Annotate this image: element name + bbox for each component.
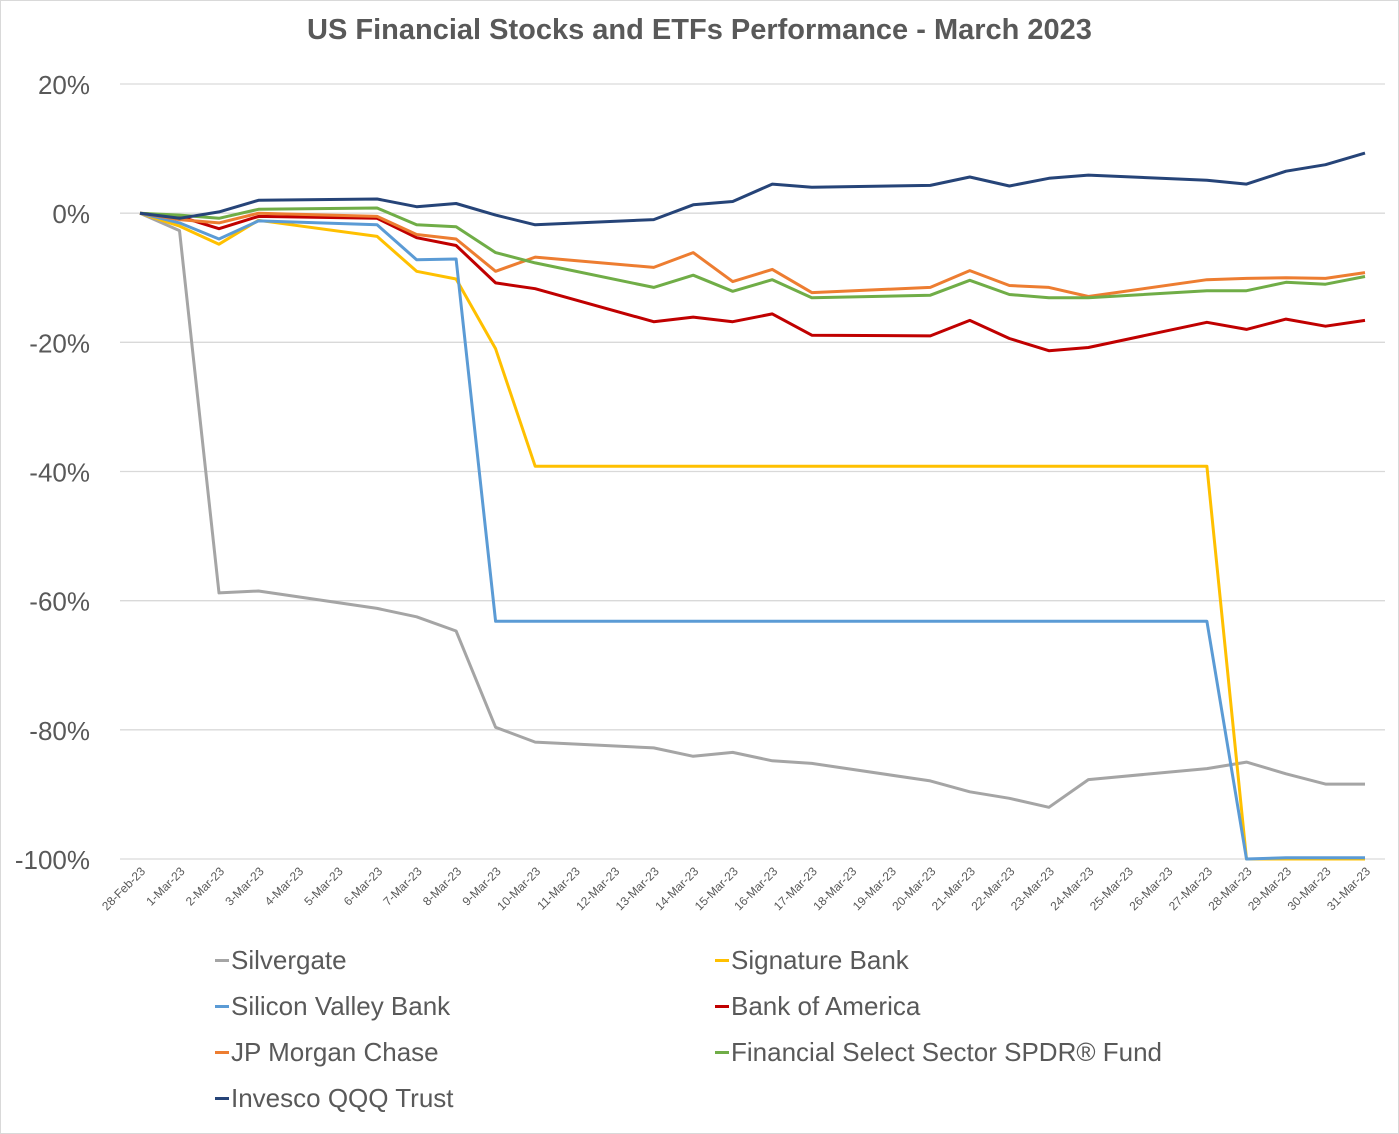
legend-label: Silvergate: [231, 945, 347, 975]
legend-label: Invesco QQQ Trust: [231, 1083, 454, 1113]
series-lines: [139, 151, 1366, 861]
legend-label: Silicon Valley Bank: [231, 991, 451, 1021]
legend-label: Bank of America: [731, 991, 921, 1021]
series-line-0: [139, 211, 1365, 809]
legend-swatch: [715, 959, 729, 962]
series-line-2: [139, 211, 1365, 861]
legend-item: JP Morgan Chase: [215, 1037, 439, 1068]
series-line-3: [139, 211, 1366, 353]
legend-swatch: [215, 1051, 229, 1054]
series-line-1: [139, 211, 1365, 861]
x-tick-label: 4-Mar-23: [262, 864, 307, 909]
x-tick-label: 1-Mar-23: [143, 864, 188, 909]
y-tick-label: -60%: [29, 587, 90, 617]
legend-item: Silicon Valley Bank: [215, 991, 450, 1022]
series-line-4: [139, 211, 1366, 298]
plot-area: 20% 0% -20% -40% -60% -80% -100% 28-Feb-231-Ma…: [15, 70, 1385, 913]
legend-swatch: [715, 1005, 729, 1008]
x-tick-label: 31-Mar-23: [1324, 864, 1373, 913]
series-line-5: [139, 206, 1366, 300]
y-tick-label: -20%: [29, 328, 90, 358]
x-tick-label: 6-Mar-23: [341, 864, 386, 909]
legend-swatch: [715, 1051, 729, 1054]
y-tick-label: 0%: [52, 199, 90, 229]
legend-item: Bank of America: [715, 991, 920, 1022]
y-tick-label: -80%: [29, 716, 90, 746]
x-axis-labels: 28-Feb-231-Mar-232-Mar-233-Mar-234-Mar-2…: [99, 864, 1373, 913]
legend-label: Signature Bank: [731, 945, 909, 975]
x-tick-label: 8-Mar-23: [420, 864, 465, 909]
y-tick-label: 20%: [38, 70, 90, 100]
legend-item: Signature Bank: [715, 945, 909, 976]
legend-swatch: [215, 959, 229, 962]
y-tick-label: -100%: [15, 845, 90, 875]
x-tick-label: 7-Mar-23: [380, 864, 425, 909]
legend-swatch: [215, 1005, 229, 1008]
legend-swatch: [215, 1097, 229, 1100]
legend-label: Financial Select Sector SPDR® Fund: [731, 1037, 1163, 1067]
legend-item: Silvergate: [215, 945, 347, 976]
legend-label: JP Morgan Chase: [231, 1037, 439, 1067]
x-tick-label: 2-Mar-23: [183, 864, 228, 909]
chart-title: US Financial Stocks and ETFs Performance…: [307, 14, 1092, 46]
x-tick-label: 10-Mar-23: [494, 864, 543, 913]
y-axis-labels: 20% 0% -20% -40% -60% -80% -100%: [15, 70, 90, 875]
legend-item: Financial Select Sector SPDR® Fund: [715, 1037, 1162, 1068]
x-tick-label: 28-Feb-23: [99, 864, 148, 913]
x-tick-label: 3-Mar-23: [222, 864, 267, 909]
series-line-6: [139, 151, 1366, 227]
x-tick-label: 5-Mar-23: [301, 864, 346, 909]
legend-item: Invesco QQQ Trust: [215, 1083, 454, 1114]
y-tick-label: -40%: [29, 458, 90, 488]
